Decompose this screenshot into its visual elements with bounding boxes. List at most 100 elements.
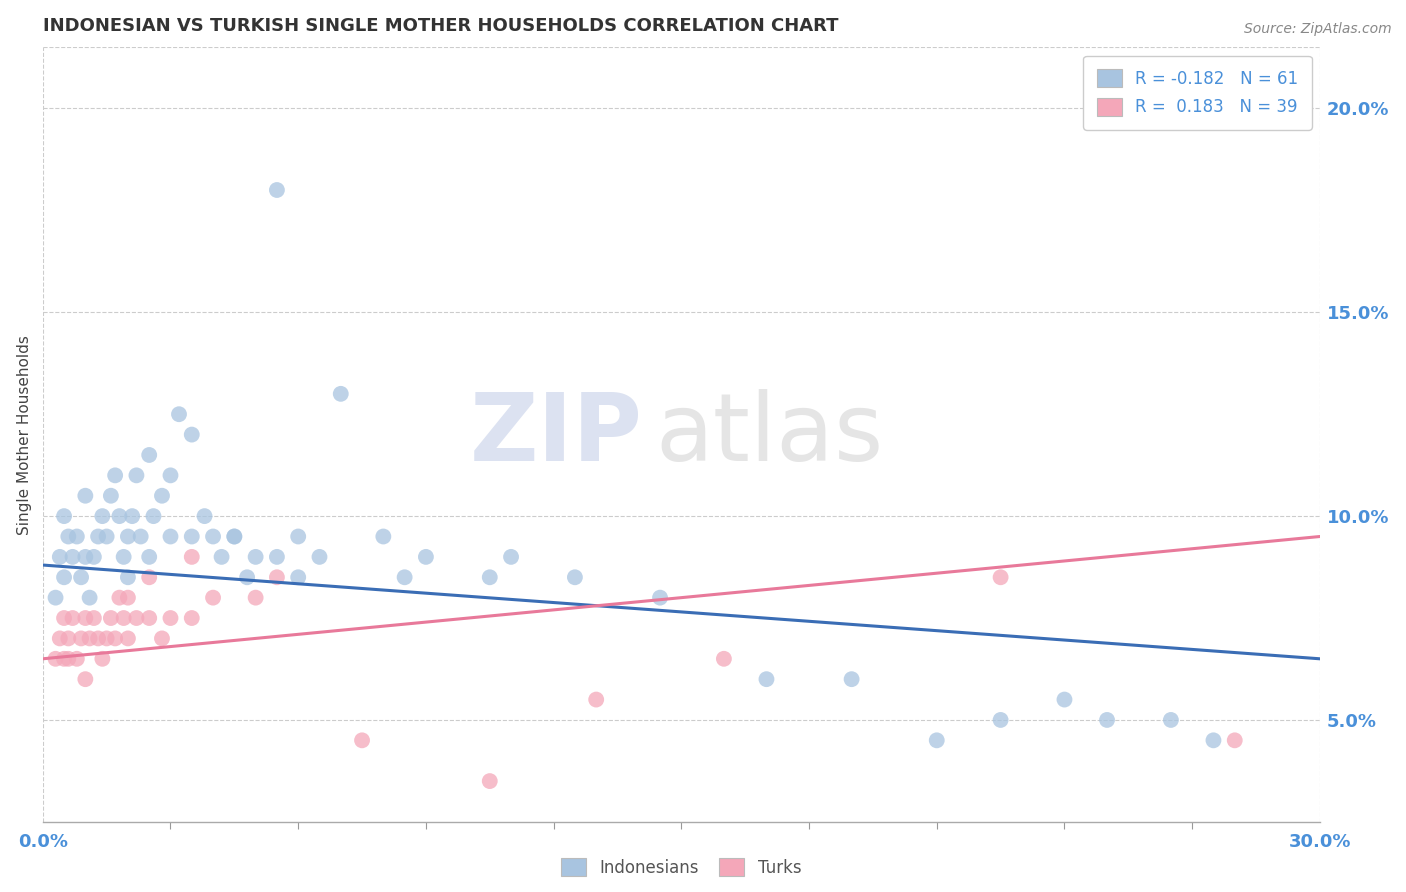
Point (100, 489, 122, 503)
Point (91, 509, 114, 524)
Point (62, 549, 84, 564)
Point (287, 570, 309, 584)
Point (193, 509, 215, 524)
Point (58, 652, 80, 666)
Point (125, 611, 148, 625)
Point (415, 549, 437, 564)
Point (373, 529, 395, 543)
Point (266, 549, 288, 564)
Point (478, 570, 501, 584)
Point (129, 529, 152, 543)
Point (112, 611, 135, 625)
Point (755, 672, 778, 686)
Point (75, 611, 97, 625)
Point (1053, 692, 1076, 706)
Point (117, 591, 139, 605)
Point (1223, 733, 1246, 747)
Point (75, 672, 97, 686)
Point (53, 611, 76, 625)
Point (167, 407, 190, 421)
Point (49, 632, 72, 646)
Point (841, 672, 863, 686)
Point (62, 611, 84, 625)
Point (150, 489, 173, 503)
Point (202, 529, 225, 543)
Point (138, 611, 160, 625)
Point (990, 570, 1012, 584)
Point (49, 549, 72, 564)
Point (138, 570, 160, 584)
Point (1095, 713, 1118, 727)
Point (66, 652, 89, 666)
Text: ZIP: ZIP (470, 389, 643, 481)
Point (104, 468, 127, 483)
Point (117, 529, 139, 543)
Point (70, 570, 93, 584)
Point (112, 549, 135, 564)
Point (478, 774, 501, 789)
Text: Source: ZipAtlas.com: Source: ZipAtlas.com (1244, 22, 1392, 37)
Point (159, 468, 181, 483)
Point (329, 387, 352, 401)
Point (1160, 713, 1182, 727)
Point (58, 632, 80, 646)
Point (45, 591, 67, 605)
Point (100, 611, 122, 625)
Point (180, 427, 202, 442)
Point (925, 733, 948, 747)
Point (83, 549, 105, 564)
Point (1330, 774, 1353, 789)
Point (180, 611, 202, 625)
Point (202, 591, 225, 605)
Point (70, 632, 93, 646)
Point (394, 570, 416, 584)
Point (125, 468, 148, 483)
Point (159, 529, 181, 543)
Point (138, 448, 160, 462)
Point (104, 632, 127, 646)
Point (53, 570, 76, 584)
Point (236, 570, 259, 584)
Text: atlas: atlas (655, 389, 884, 481)
Point (96, 529, 118, 543)
Point (1202, 733, 1225, 747)
Point (87, 632, 110, 646)
Point (91, 652, 114, 666)
Text: INDONESIAN VS TURKISH SINGLE MOTHER HOUSEHOLDS CORRELATION CHART: INDONESIAN VS TURKISH SINGLE MOTHER HOUS… (42, 17, 838, 35)
Legend: Indonesians, Turks: Indonesians, Turks (555, 851, 808, 883)
Point (245, 591, 267, 605)
Point (245, 549, 267, 564)
Point (75, 489, 97, 503)
Point (138, 549, 160, 564)
Point (224, 529, 246, 543)
Point (108, 509, 131, 524)
Point (79, 632, 101, 646)
Point (75, 549, 97, 564)
Point (83, 611, 105, 625)
Point (266, 570, 288, 584)
Point (211, 549, 233, 564)
Point (713, 652, 735, 666)
Point (499, 549, 522, 564)
Point (180, 549, 202, 564)
Point (142, 509, 165, 524)
Point (53, 652, 76, 666)
Point (990, 713, 1012, 727)
Point (180, 529, 202, 543)
Point (159, 611, 181, 625)
Point (648, 591, 671, 605)
Point (585, 692, 607, 706)
Point (53, 509, 76, 524)
Point (66, 529, 89, 543)
Point (58, 529, 80, 543)
Point (150, 632, 173, 646)
Point (266, 183, 288, 197)
Point (352, 733, 374, 747)
Point (117, 570, 139, 584)
Point (108, 591, 131, 605)
Y-axis label: Single Mother Households: Single Mother Households (17, 334, 32, 534)
Point (117, 632, 139, 646)
Point (564, 570, 586, 584)
Point (308, 549, 330, 564)
Point (45, 652, 67, 666)
